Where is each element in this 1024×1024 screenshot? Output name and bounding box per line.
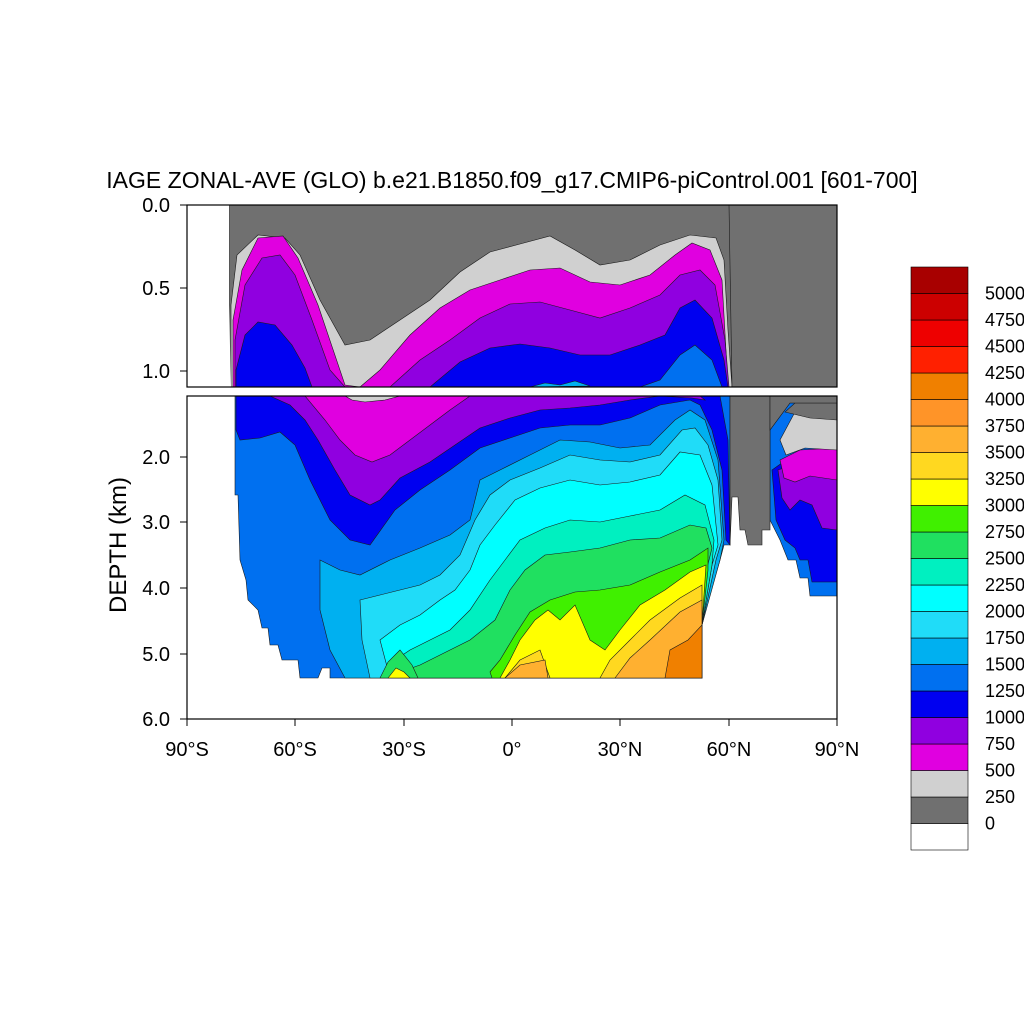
upper-y-axis: 0.0 0.5 1.0 xyxy=(142,195,187,383)
upper-panel xyxy=(186,204,838,388)
colorbar-swatch xyxy=(910,558,969,586)
y-tick-label: 0.0 xyxy=(142,195,170,217)
x-axis: 90°S 60°S 30°S 0° 30°N 60°N 90°N xyxy=(165,719,859,761)
colorbar-tick-label: 3000 xyxy=(985,496,1024,516)
colorbar-swatch xyxy=(910,664,969,692)
colorbar-swatch xyxy=(910,266,969,294)
colorbar-swatch xyxy=(910,399,969,427)
x-tick-label: 0° xyxy=(502,739,521,761)
colorbar-tick-label: 3500 xyxy=(985,443,1024,463)
colorbar-swatch xyxy=(910,293,969,321)
colorbar-tick-label: 2000 xyxy=(985,602,1024,622)
colorbar-swatch xyxy=(910,452,969,480)
top-band-1250 xyxy=(235,299,729,387)
top-band-1000 xyxy=(234,254,730,387)
x-tick-label: 30°S xyxy=(382,739,426,761)
colorbar-swatch xyxy=(910,823,969,851)
colorbar-swatch xyxy=(910,796,969,824)
colorbar-swatch xyxy=(910,425,969,453)
colorbar-tick-label: 1250 xyxy=(985,681,1024,701)
x-tick-label: 60°S xyxy=(273,739,317,761)
colorbar-tick-label: 1000 xyxy=(985,708,1024,728)
top-band-1750 xyxy=(529,380,591,387)
y-tick-label: 5.0 xyxy=(142,644,170,666)
colorbar-tick-label: 2750 xyxy=(985,522,1024,542)
colorbar-swatch xyxy=(910,743,969,771)
lower-y-axis: 2.0 3.0 4.0 5.0 6.0 xyxy=(142,447,187,731)
colorbar-swatch xyxy=(910,346,969,374)
top-band-1500 xyxy=(639,344,723,387)
colorbar-swatch xyxy=(910,637,969,665)
bot-band-750 xyxy=(304,396,471,463)
colorbar-swatch xyxy=(910,584,969,612)
colorbar-swatch xyxy=(910,478,969,506)
x-tick-label: 90°S xyxy=(165,739,209,761)
colorbar-swatch xyxy=(910,372,969,400)
colorbar-tick-label: 4250 xyxy=(985,363,1024,383)
colorbar-tick-label: 2500 xyxy=(985,549,1024,569)
y-tick-label: 4.0 xyxy=(142,578,170,600)
colorbar-tick-label: 1500 xyxy=(985,655,1024,675)
y-tick-label: 2.0 xyxy=(142,447,170,469)
colorbar-tick-label: 500 xyxy=(985,761,1015,781)
y-tick-label: 1.0 xyxy=(142,361,170,383)
colorbar-tick-label: 250 xyxy=(985,787,1015,807)
bot-band-500 xyxy=(344,396,401,403)
colorbar-tick-label: 0 xyxy=(985,814,995,834)
y-axis-label: DEPTH (km) xyxy=(105,477,132,613)
colorbar-swatch xyxy=(910,770,969,798)
colorbar-swatch xyxy=(910,531,969,559)
colorbar-tick-label: 1750 xyxy=(985,628,1024,648)
colorbar-tick-label: 4750 xyxy=(985,310,1024,330)
x-tick-label: 90°N xyxy=(815,739,860,761)
colorbar-swatch xyxy=(910,319,969,347)
y-tick-label: 0.5 xyxy=(142,278,170,300)
colorbar-tick-label: 2250 xyxy=(985,575,1024,595)
colorbar-swatch xyxy=(910,690,969,718)
colorbar-tick-label: 4000 xyxy=(985,390,1024,410)
colorbar-tick-label: 4500 xyxy=(985,337,1024,357)
colorbar-swatch xyxy=(910,611,969,639)
lower-panel xyxy=(186,395,838,720)
x-tick-label: 30°N xyxy=(598,739,643,761)
colorbar-swatch xyxy=(910,717,969,745)
colorbar-tick-label: 3750 xyxy=(985,416,1024,436)
colorbar-tick-label: 750 xyxy=(985,734,1015,754)
y-tick-label: 3.0 xyxy=(142,512,170,534)
y-tick-label: 6.0 xyxy=(142,709,170,731)
colorbar-tick-label: 5000 xyxy=(985,284,1024,304)
x-tick-label: 60°N xyxy=(707,739,752,761)
colorbar-tick-label: 3250 xyxy=(985,469,1024,489)
colorbar: 0 250 500 750 1000 1250 1500 1750 2000 2250 2500 27… xyxy=(910,266,1024,851)
chart-title: IAGE ZONAL-AVE (GLO) b.e21.B1850.f09_g17… xyxy=(106,167,917,193)
bot-band-4000 xyxy=(664,624,703,679)
colorbar-swatch xyxy=(910,505,969,533)
